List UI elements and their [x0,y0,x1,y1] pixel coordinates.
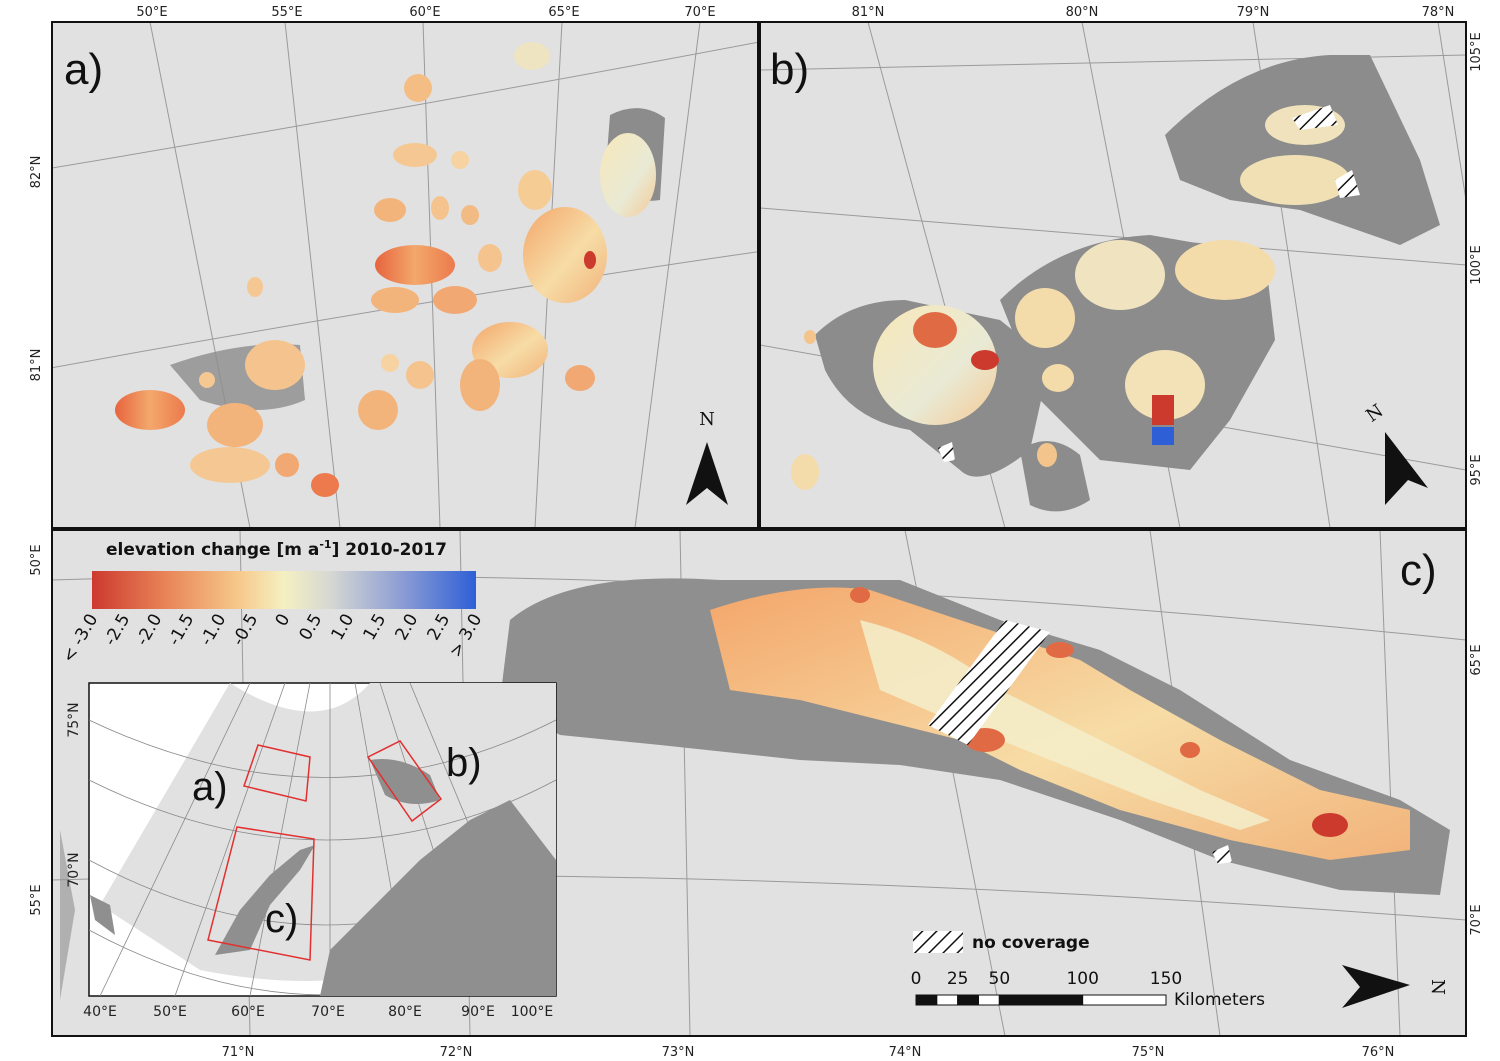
scale-bar-segment [915,994,938,1006]
inset-lon-tick: 70°E [311,1004,345,1020]
scale-bar-segment [957,994,980,1006]
panel-a-lon-tick: 60°E [409,5,440,20]
scale-bar-segment [936,994,959,1006]
panel-c-ice-caps [710,587,1410,860]
scale-bar-tick-label: 0 [911,969,922,989]
panel-b-lon-ticks: 105°E 100°E 95°E [1469,32,1484,485]
panel-b: b) 81°N 80°N 79°N 78°N 105°E 100°E 95°E … [759,5,1484,529]
panel-c-no-coverage [1212,845,1232,864]
panel-c-lon-tick: 65°E [1469,644,1484,675]
legend-colorbar [92,571,476,609]
panel-c-lat-tick: 72°N [440,1045,473,1060]
panel-c-label: c) [1400,546,1437,595]
scale-bar-segment [1082,994,1167,1006]
panel-c-north-arrow: N [1342,965,1448,1008]
north-arrow-label: N [699,409,715,430]
inset-lon-tick: 60°E [231,1004,265,1020]
panel-a-lon-tick: 50°E [136,5,167,20]
panel-a: a) 50°E 55°E 60°E 65°E 70°E 82°N 81°N N [29,5,759,529]
legend-title: elevation change [m a-1] 2010-2017 [106,538,447,560]
panel-b-lat-tick: 79°N [1237,5,1270,20]
inset-lon-tick: 100°E [511,1004,554,1020]
panel-b-lon-tick: 100°E [1469,245,1484,285]
inset-label-c: c) [265,897,298,941]
panel-c-no-coverage [928,620,1050,745]
scale-bar-unit: Kilometers [1174,990,1265,1010]
panel-b-lat-tick: 81°N [852,5,885,20]
panel-c-lon-ticks: 50°E 55°E 65°E 70°E [29,544,1484,935]
scale-bar-segment [998,994,1084,1006]
panel-b-map-content [760,22,1466,528]
inset-lon-tick: 90°E [461,1004,495,1020]
inset-lat-tick: 75°N [66,702,82,737]
no-coverage-label: no coverage [972,933,1090,953]
north-arrow-icon [686,442,728,505]
panel-c-lat-tick: 71°N [222,1045,255,1060]
no-coverage-swatch [913,931,963,953]
panel-c-lat-tick: 74°N [889,1045,922,1060]
inset-lat-ticks: 75°N 70°N [66,702,82,887]
panel-a-north-arrow: N [686,409,728,505]
scale-bar-tick-label: 150 [1150,969,1182,989]
north-arrow-icon [1342,965,1410,1008]
panel-a-lon-ticks: 50°E 55°E 60°E 65°E 70°E [136,5,715,20]
panel-c-map-content [52,530,1466,1036]
panel-c-lon-tick: 50°E [29,544,44,575]
scale-bar-tick-label: 25 [947,969,969,989]
scale-bar-tick-label: 50 [989,969,1011,989]
inset-box-a [243,744,311,802]
panel-a-frame [51,21,759,529]
panel-a-lat-tick: 82°N [29,156,44,189]
panel-b-ice-caps [791,105,1350,490]
inset-lat-tick: 70°N [66,852,82,887]
inset-lon-tick: 40°E [83,1004,117,1020]
panel-b-lat-ticks: 81°N 80°N 79°N 78°N [852,5,1455,20]
panel-a-lon-tick: 55°E [271,5,302,20]
panel-a-lon-tick: 65°E [548,5,579,20]
panel-a-ice-caps [115,42,656,497]
panel-c-lon-tick: 55°E [29,884,44,915]
panel-c-lat-tick: 76°N [1362,1045,1395,1060]
panel-a-lon-tick: 70°E [684,5,715,20]
inset-box-c [207,826,315,961]
scale-bar-segment [978,994,1000,1006]
panel-a-lat-tick: 81°N [29,349,44,382]
panel-c-lat-tick: 73°N [662,1045,695,1060]
panel-c-lat-ticks: 71°N 72°N 73°N 74°N 75°N 76°N [222,1045,1395,1060]
panel-a-label: a) [64,45,103,94]
scale-bar-ticks: 0 25 50 100 150 [911,969,1183,989]
panel-b-lat-tick: 78°N [1422,5,1455,20]
panel-b-lon-tick: 95°E [1469,454,1484,485]
inset-map: a) b) c) 75°N 70°N 40°E 50°E 60°E 70°E 80°E 9… [66,682,557,1020]
inset-box-b [366,740,443,823]
panel-b-lat-tick: 80°N [1066,5,1099,20]
panel-b-label: b) [770,45,809,94]
scale-bar-tick-label: 100 [1066,969,1098,989]
panel-b-lon-tick: 105°E [1469,32,1484,72]
inset-lon-tick: 80°E [388,1004,422,1020]
panel-c: c) 71°N 72°N 73°N 74°N 75°N 76°N 50°E 55… [29,529,1484,1060]
scale-bar: 0 25 50 100 150 Kilometers [911,969,1266,1010]
inset-lon-tick: 50°E [153,1004,187,1020]
inset-map-content [89,683,556,996]
panel-c-frame [51,529,1467,1037]
scale-bar-segments [915,994,1167,1006]
panel-a-lat-ticks: 82°N 81°N [29,156,44,382]
panel-a-map-content [52,22,758,528]
north-arrow-label: N [1427,979,1448,995]
panel-c-lon-tick: 70°E [1469,904,1484,935]
panel-b-no-coverage [938,105,1360,462]
panel-c-lat-tick: 75°N [1132,1045,1165,1060]
inset-area-boxes [207,740,443,961]
inset-label-b: b) [446,741,482,785]
inset-lon-ticks: 40°E 50°E 60°E 70°E 80°E 90°E 100°E [83,1004,553,1020]
inset-label-a: a) [192,765,228,809]
no-coverage-legend: no coverage [913,931,1090,953]
north-arrow-icon [1385,432,1428,505]
panel-b-frame [759,21,1467,529]
